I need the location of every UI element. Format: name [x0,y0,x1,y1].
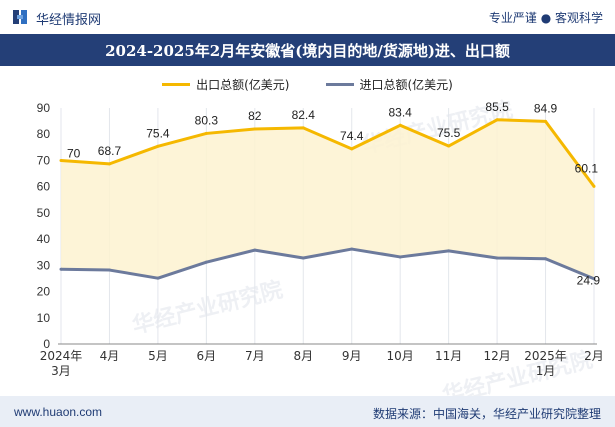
data-point-import [592,277,596,281]
x-tick-label: 1月 [536,364,556,378]
footer-source: 数据来源：中国海关，华经产业研究院整理 [372,407,601,421]
data-point-export [204,131,208,135]
data-label-export: 68.7 [98,144,122,158]
data-point-import [301,256,305,260]
data-label-import: 24.9 [577,274,601,288]
data-point-import [59,267,63,271]
export-import-gap-area [61,119,594,279]
x-tick-label: 8月 [293,349,313,363]
data-point-export [398,123,402,127]
x-tick-label: 2024年 [40,349,83,363]
data-point-import [495,256,499,260]
y-tick-label: 90 [37,101,51,115]
x-tick-label: 11月 [435,349,462,363]
footer-bar: www.huaon.com 数据来源：中国海关，华经产业研究院整理 [0,396,615,427]
x-tick-label: 12月 [483,349,510,363]
x-tick-label: 10月 [387,349,414,363]
y-tick-label: 30 [37,258,51,272]
y-tick-label: 70 [37,153,51,167]
top-bar: 华经情报网 专业严谨 ● 客观科学 [0,0,615,34]
data-point-import [447,249,451,253]
data-label-export: 70 [67,146,81,160]
line-chart: 0 10 20 30 40 50 60 70 80 90 70 68.7 75.4 80.3 82 82.4 7… [37,100,604,378]
data-point-import [107,268,111,272]
y-tick-label: 0 [43,337,50,351]
data-point-export [59,158,63,162]
data-point-import [544,257,548,261]
huajing-logo-icon [13,10,27,24]
data-point-import [398,255,402,259]
brand-name: 华经情报网 [36,13,102,28]
series-line-import [60,247,595,281]
data-point-export [447,144,451,148]
x-tick-label: 5月 [148,349,168,363]
y-tick-label: 80 [37,127,51,141]
y-tick-label: 40 [37,232,51,246]
data-label-export: 75.4 [146,126,170,140]
legend-swatch-import [325,82,354,86]
data-point-export [253,127,257,131]
footer-url: www.huaon.com [14,405,103,419]
data-label-export: 75.5 [437,126,461,140]
legend-item-import: 进口总额(亿美元) [325,74,453,94]
data-point-import [204,260,208,264]
legend-swatch-export [162,82,191,86]
data-point-import [350,247,354,251]
y-tick-label: 10 [37,311,51,325]
data-point-export [107,162,111,166]
tagline: 专业严谨 ● 客观科学 [488,11,603,25]
x-tick-label: 4月 [100,349,120,363]
x-tick-label: 9月 [342,349,362,363]
data-label-export: 60.1 [575,161,599,175]
y-tick-label: 50 [37,206,51,220]
data-label-export: 85.5 [485,100,509,114]
data-point-import [253,248,257,252]
chart-legend: 出口总额(亿美元) 进口总额(亿美元) [0,74,615,94]
data-point-export [301,126,305,130]
data-label-export: 82.4 [292,108,316,122]
legend-label-export: 出口总额(亿美元) [196,77,290,92]
data-label-export: 82 [248,109,262,123]
x-tick-label: 2月 [584,349,604,363]
x-tick-label: 6月 [197,349,217,363]
legend-item-export: 出口总额(亿美元) [162,74,290,94]
y-tick-label: 20 [37,285,51,299]
data-label-export: 83.4 [389,105,413,119]
x-tick-label: 7月 [245,349,265,363]
data-point-export [350,147,354,151]
y-tick-label: 60 [37,180,51,194]
data-point-import [156,276,160,280]
x-tick-label: 2025年 [524,349,567,363]
chart-title: 2024-2025年2月年安徽省(境内目的地/货源地)进、出口额 [0,34,615,66]
x-tick-label: 3月 [51,364,71,378]
data-label-export: 74.4 [340,129,364,143]
data-label-export: 80.3 [195,113,219,127]
data-point-export [544,119,548,123]
data-label-export: 84.9 [534,101,558,115]
data-point-export [495,118,499,122]
data-point-export [156,144,160,148]
series-line-export [60,118,596,188]
data-point-export [592,184,596,188]
legend-label-import: 进口总额(亿美元) [359,77,453,92]
